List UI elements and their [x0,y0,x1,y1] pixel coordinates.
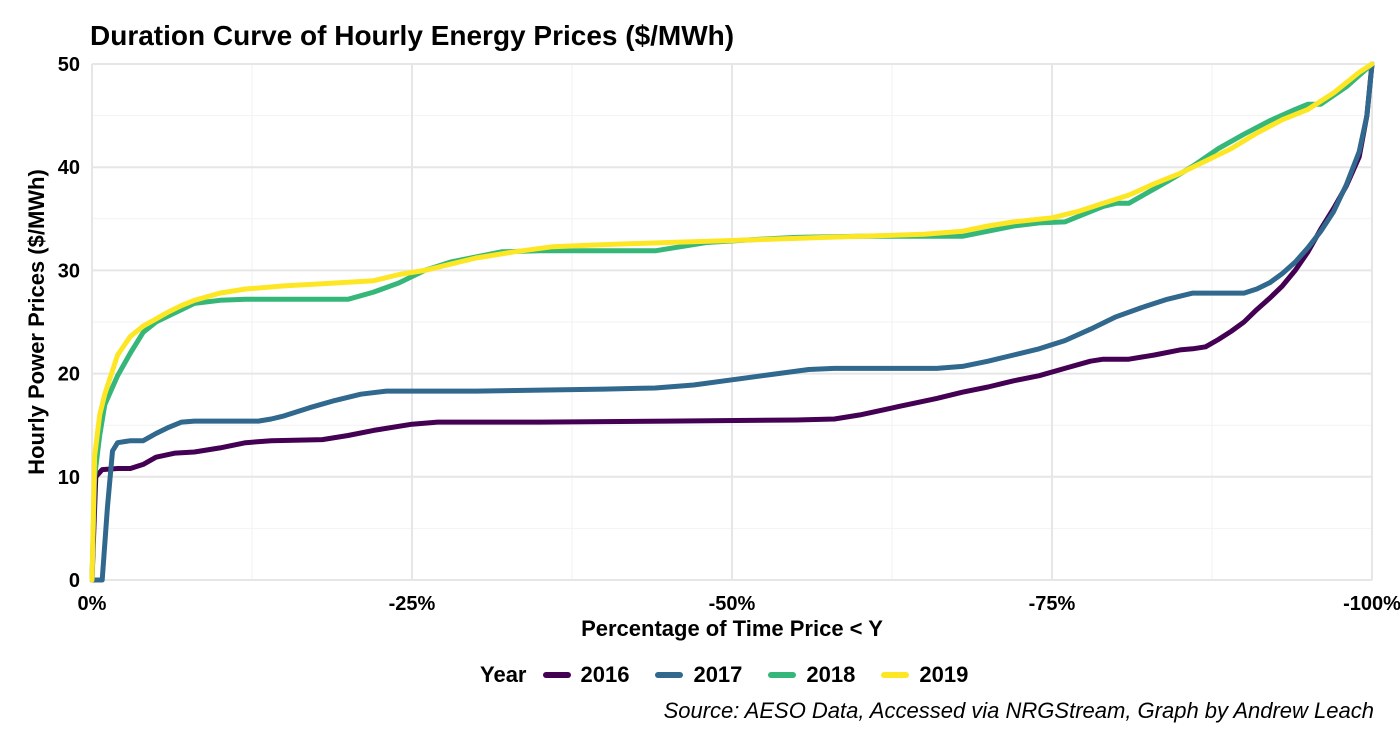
x-axis-title: Percentage of Time Price < Y [581,616,883,641]
legend-label: 2016 [580,662,630,687]
legend-label: 2017 [693,662,743,687]
y-tick-label: 10 [58,467,80,489]
legend-swatch [655,672,684,678]
tick-labels: 0% -25% -50% -75% -100% 0 10 20 30 40 50 [58,54,1400,615]
legend-label: 2018 [806,662,856,687]
legend-items: 2016 2017 2018 2019 [542,662,995,688]
chart-title: Duration Curve of Hourly Energy Prices (… [90,20,735,51]
y-tick-label: 0 [69,570,80,592]
x-tick-label: -25% [389,593,436,615]
legend-item-2019: 2019 [881,662,968,688]
y-tick-label: 30 [58,260,80,282]
x-tick-label: 0% [78,593,107,615]
legend-title: Year [480,662,527,687]
x-tick-label: -50% [709,593,756,615]
grid-lines [91,63,1373,581]
source-caption: Source: AESO Data, Accessed via NRGStrea… [663,698,1374,723]
x-tick-label: -100% [1343,593,1400,615]
legend-item-2018: 2018 [768,662,855,688]
legend-item-2017: 2017 [655,662,742,688]
legend-swatch [542,672,571,678]
legend-item-2016: 2016 [542,662,630,688]
legend: Year 2016 2017 2018 2019 [480,662,994,688]
y-tick-label: 20 [58,364,80,386]
y-axis-title: Hourly Power Prices ($/MWh) [24,169,49,475]
legend-swatch [881,672,910,678]
series-line-2016 [89,61,1375,583]
x-tick-label: -75% [1029,593,1076,615]
y-tick-label: 50 [58,54,80,76]
series-line-2017 [89,61,1375,583]
series-line-2019 [89,61,1375,583]
legend-label: 2019 [919,662,969,687]
y-tick-label: 40 [58,157,80,179]
legend-swatch [768,672,797,678]
series-lines [89,61,1375,583]
